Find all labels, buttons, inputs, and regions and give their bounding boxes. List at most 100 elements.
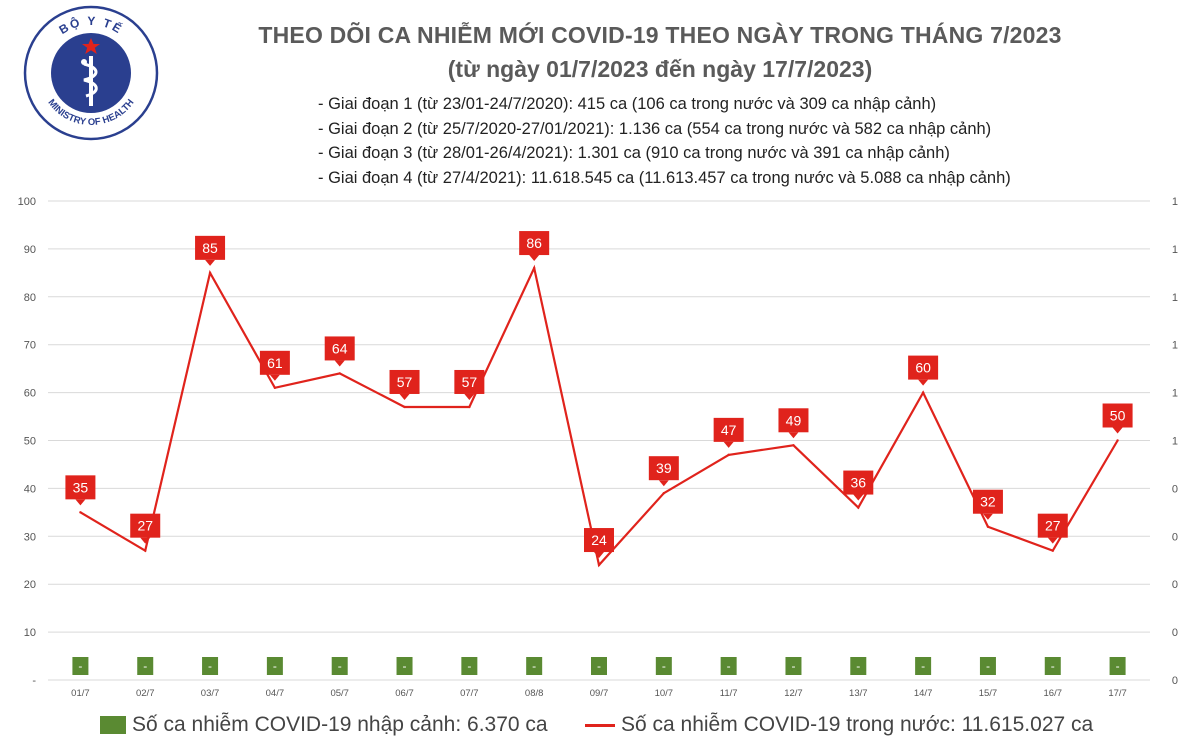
bar-imported-label: - — [727, 659, 731, 673]
phase-note-1: - Giai đoạn 1 (từ 23/01-24/7/2020): 415 … — [318, 95, 937, 113]
data-label-pointer — [982, 513, 993, 520]
chart-title: THEO DÕI CA NHIỄM MỚI COVID-19 THEO NGÀY… — [258, 22, 1062, 48]
bar-imported-label: - — [78, 659, 82, 673]
bar-imported — [915, 657, 932, 675]
phase-notes: - Giai đoạn 1 (từ 23/01-24/7/2020): 415 … — [318, 92, 1011, 190]
x-tick-label: 04/7 — [266, 688, 285, 699]
data-label-box — [130, 513, 161, 538]
data-label: 57 — [462, 374, 478, 390]
bar-imported — [396, 657, 413, 675]
x-tick-label: 11/7 — [720, 688, 738, 699]
phase-note-2: - Giai đoạn 2 (từ 25/7/2020-27/01/2021):… — [318, 119, 992, 138]
bar-imported-label: - — [338, 659, 342, 673]
legend-swatch-domestic — [585, 723, 615, 727]
y-left-tick-label: 50 — [24, 436, 36, 448]
bar-imported — [526, 657, 543, 675]
bar-imported — [331, 657, 348, 675]
data-label-pointer — [788, 432, 799, 439]
bar-imported-label: - — [986, 659, 990, 673]
bar-imported-label: - — [1116, 659, 1120, 673]
bar-imported-label: - — [921, 659, 925, 673]
data-label-box — [778, 408, 809, 433]
data-label-pointer — [529, 255, 540, 262]
y-left-tick-label: 30 — [24, 531, 36, 543]
bar-imported — [137, 657, 154, 675]
data-label-pointer — [918, 379, 929, 386]
bar-imported-label: - — [791, 659, 795, 673]
y-right-tick-label: 1 — [1172, 436, 1178, 448]
bar-imported — [72, 657, 89, 675]
y-right-tick-label: 1 — [1172, 244, 1178, 256]
data-label-box — [259, 350, 290, 375]
data-label: 32 — [980, 494, 996, 510]
bar-imported — [655, 657, 672, 675]
data-point — [662, 491, 666, 495]
data-point — [338, 372, 341, 375]
data-label: 39 — [656, 460, 672, 476]
data-label-pointer — [1047, 537, 1058, 544]
x-tick-label: 09/7 — [590, 688, 609, 699]
data-label-box — [584, 528, 614, 553]
y-right-tick-label: 0 — [1172, 675, 1178, 687]
y-left-tick-label: - — [32, 675, 36, 687]
bar-imported — [979, 657, 996, 675]
bar-imported-label: - — [208, 659, 212, 673]
ministry-of-health-logo: BỘ Y TẾ MINISTRY OF HEALTH — [23, 5, 159, 141]
data-label-box — [195, 235, 226, 260]
data-label-box — [65, 475, 96, 500]
data-point — [532, 266, 536, 270]
data-label-pointer — [594, 552, 604, 559]
data-label: 61 — [267, 355, 283, 371]
data-label: 35 — [73, 479, 89, 495]
x-tick-label: 16/7 — [1044, 688, 1063, 699]
data-label-box — [843, 470, 874, 495]
x-tick-label: 03/7 — [201, 688, 220, 699]
x-tick-label: 13/7 — [849, 688, 868, 699]
phase-note-4: - Giai đoạn 4 (từ 27/4/2021): 11.618.545… — [318, 168, 1011, 187]
bar-imported — [1109, 657, 1126, 675]
data-label-box — [1102, 403, 1133, 428]
y-left-tick-label: 40 — [24, 483, 36, 495]
data-label: 49 — [786, 412, 802, 428]
y-left-tick-label: 10 — [24, 627, 36, 639]
bar-imported — [266, 657, 283, 675]
data-label-pointer — [75, 499, 86, 506]
data-label: 36 — [851, 475, 867, 491]
chart-legend: Số ca nhiễm COVID-19 nhập cảnh: 6.370 ca… — [100, 713, 1200, 743]
x-tick-label: 12/7 — [784, 688, 803, 699]
bar-imported-label: - — [856, 659, 860, 673]
legend-domestic: Số ca nhiễm COVID-19 trong nước: 11.615.… — [585, 713, 1093, 737]
x-tick-label: 15/7 — [979, 688, 998, 699]
data-label-box — [454, 369, 485, 394]
x-tick-label: 01/7 — [71, 688, 90, 699]
bar-imported-label: - — [143, 659, 147, 673]
data-label: 86 — [526, 235, 542, 251]
y-right-tick-label: 1 — [1172, 388, 1178, 400]
data-label-pointer — [334, 360, 345, 367]
x-tick-label: 07/7 — [460, 688, 479, 699]
data-label: 57 — [397, 374, 413, 390]
x-tick-label: 17/7 — [1108, 688, 1127, 699]
y-right-tick-label: 1 — [1172, 196, 1178, 208]
data-label-pointer — [1112, 427, 1123, 434]
data-label-box — [648, 456, 679, 481]
x-tick-label: 14/7 — [914, 688, 933, 699]
data-label-pointer — [658, 480, 669, 487]
data-point — [1051, 549, 1054, 552]
bar-imported-label: - — [403, 659, 407, 673]
data-label-box — [1037, 513, 1068, 538]
y-left-tick-label: 60 — [24, 388, 36, 400]
bar-imported-label: - — [273, 659, 277, 673]
y-right-tick-label: 0 — [1172, 627, 1178, 639]
y-right-tick-label: 0 — [1172, 579, 1178, 591]
data-label-pointer — [205, 259, 216, 266]
data-label-pointer — [399, 393, 410, 400]
x-tick-label: 05/7 — [330, 688, 349, 699]
bar-imported-label: - — [532, 659, 536, 673]
y-right-tick-label: 1 — [1172, 292, 1178, 304]
data-label-pointer — [853, 494, 864, 501]
phase-note-3: - Giai đoạn 3 (từ 28/01-26/4/2021): 1.30… — [318, 144, 950, 162]
y-right-tick-label: 1 — [1172, 340, 1178, 352]
data-label-pointer — [723, 441, 734, 448]
